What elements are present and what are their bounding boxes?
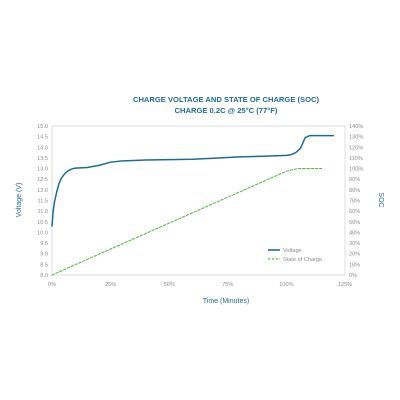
- y2-tick-label: 90%: [349, 177, 360, 183]
- y2-tick-label: 120%: [349, 145, 363, 151]
- y-tick-label: 8.0: [40, 273, 48, 279]
- right-axis-ticks: 0% 10% 20% 30% 40% 50% 60% 70% 80% 90% 100% 110% 120…: [349, 124, 363, 279]
- y2-tick-label: 40%: [349, 230, 360, 236]
- y-tick-label: 12.5: [37, 177, 48, 183]
- x-tick-label: 25%: [105, 282, 116, 288]
- y-tick-label: 12.0: [37, 188, 48, 194]
- x-axis-label: Time (Minutes): [203, 298, 249, 305]
- y-tick-label: 14.5: [37, 135, 48, 141]
- y-tick-label: 11.5: [38, 199, 48, 205]
- x-tick-label: 50%: [164, 282, 175, 288]
- y2-tick-label: 20%: [349, 252, 360, 258]
- y2-tick-label: 50%: [349, 220, 360, 226]
- x-tick-label: 125%: [338, 282, 352, 288]
- y2-tick-label: 70%: [349, 199, 360, 205]
- legend: Voltage State of Charge: [268, 248, 322, 263]
- voltage-series-line: [51, 134, 335, 227]
- left-axis-ticks: 8.0 8.5 9.0 9.5 10.0 10.5 11.0 11.5 12.0 12.5 13.0…: [37, 124, 48, 279]
- y-tick-label: 9.5: [40, 241, 48, 247]
- y2-tick-label: 30%: [349, 241, 360, 247]
- series-layer: [51, 134, 335, 276]
- y-tick-label: 8.5: [40, 262, 48, 268]
- y-tick-label: 9.0: [40, 252, 48, 258]
- y-tick-label: 13.5: [37, 156, 48, 162]
- y-tick-label: 10.5: [37, 220, 48, 226]
- y-tick-label: 11.0: [38, 209, 48, 215]
- y2-axis-label: SOC: [377, 192, 384, 207]
- y2-tick-label: 140%: [349, 124, 363, 130]
- y2-tick-label: 60%: [349, 209, 360, 215]
- y2-tick-label: 130%: [349, 135, 363, 141]
- legend-soc-label: State of Charge: [283, 257, 322, 263]
- y2-tick-label: 110%: [349, 156, 363, 162]
- chart-title: CHARGE VOLTAGE AND STATE OF CHARGE (SOC): [133, 95, 320, 104]
- y-tick-label: 15.0: [37, 124, 48, 130]
- y-tick-label: 10.0: [37, 230, 48, 236]
- x-tick-label: 75%: [222, 282, 233, 288]
- plot-area: [51, 125, 346, 276]
- y2-tick-label: 10%: [349, 262, 360, 268]
- x-axis-ticks: 0% 25% 50% 75% 100% 125%: [48, 282, 352, 288]
- y-tick-label: 14.0: [37, 145, 48, 151]
- y2-tick-label: 80%: [349, 188, 360, 194]
- chart-subtitle: CHARGE 0.2C @ 25°C (77°F): [175, 106, 278, 115]
- y-tick-label: 13.0: [37, 167, 48, 173]
- x-tick-label: 100%: [279, 282, 293, 288]
- x-tick-label: 0%: [48, 282, 56, 288]
- legend-voltage-label: Voltage: [283, 248, 302, 254]
- y2-tick-label: 100%: [349, 167, 363, 173]
- soc-series-line: [51, 168, 323, 276]
- y-axis-label: Voltage (V): [16, 183, 23, 218]
- y2-tick-label: 0%: [349, 273, 357, 279]
